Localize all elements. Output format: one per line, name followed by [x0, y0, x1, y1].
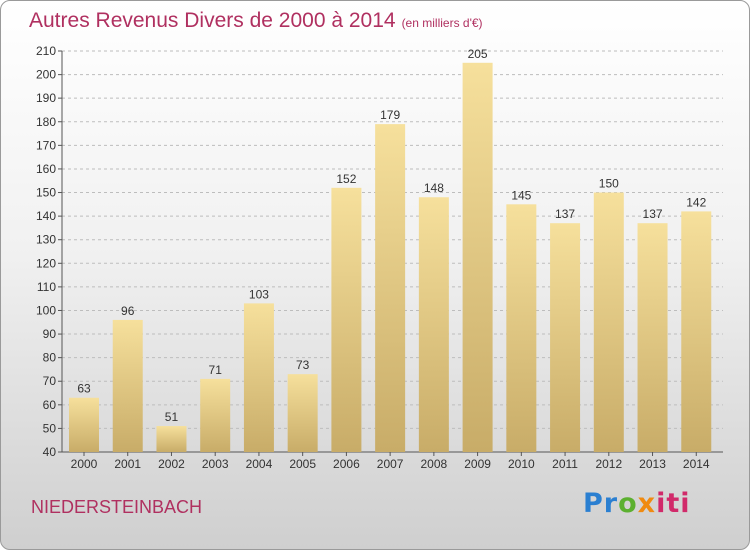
bar [506, 204, 537, 452]
y-tick-label: 200 [36, 68, 56, 82]
y-tick-label: 100 [36, 303, 56, 317]
bar [462, 62, 493, 452]
x-tick-label: 2000 [71, 457, 98, 471]
x-tick-label: 2002 [158, 457, 185, 471]
bar [112, 319, 143, 452]
x-tick-label: 2001 [114, 457, 141, 471]
chart-title: Autres Revenus Divers de 2000 à 2014 (en … [29, 9, 483, 33]
x-tick-label: 2008 [421, 457, 448, 471]
bar-value-label: 150 [599, 177, 619, 191]
y-tick-label: 120 [36, 256, 56, 270]
x-tick-label: 2004 [246, 457, 273, 471]
y-tick-label: 80 [43, 351, 57, 365]
y-tick-label: 50 [43, 421, 57, 435]
x-tick-label: 2003 [202, 457, 229, 471]
bar-value-label: 137 [555, 207, 575, 221]
bar-value-label: 63 [77, 382, 91, 396]
y-tick-label: 70 [43, 374, 57, 388]
bar [681, 211, 712, 452]
x-tick-label: 2014 [683, 457, 710, 471]
chart-title-text: Autres Revenus Divers de 2000 à 2014 [29, 9, 396, 32]
proxiti-logo: Proxiti [583, 488, 691, 519]
bar-value-label: 103 [249, 287, 269, 301]
x-tick-label: 2010 [508, 457, 535, 471]
x-tick-label: 2013 [639, 457, 666, 471]
bar [69, 397, 99, 452]
x-tick-label: 2011 [552, 457, 578, 471]
y-tick-label: 60 [43, 398, 57, 412]
bar [200, 378, 231, 452]
bar [331, 187, 362, 452]
bar [637, 223, 668, 452]
x-tick-label: 2005 [289, 457, 316, 471]
bar [418, 197, 449, 452]
y-tick-label: 140 [36, 209, 56, 223]
y-tick-label: 160 [36, 162, 56, 176]
x-tick-label: 2012 [595, 457, 622, 471]
x-tick-label: 2009 [464, 457, 491, 471]
bar [243, 303, 274, 452]
y-tick-label: 170 [36, 138, 56, 152]
bar-value-label: 96 [121, 304, 135, 318]
y-tick-label: 150 [36, 186, 56, 200]
x-tick-label: 2007 [377, 457, 404, 471]
y-tick-label: 110 [37, 280, 56, 294]
bar [375, 124, 406, 452]
bar-value-label: 137 [643, 207, 663, 221]
y-tick-label: 40 [43, 445, 57, 459]
bar-value-label: 145 [511, 188, 531, 202]
bar-value-label: 71 [209, 363, 223, 377]
bar [156, 426, 187, 452]
y-tick-label: 180 [36, 115, 56, 129]
bar-value-label: 179 [380, 108, 400, 122]
y-tick-label: 130 [36, 233, 56, 247]
bar-value-label: 51 [165, 410, 179, 424]
bar-value-label: 142 [686, 195, 706, 209]
location-label: NIEDERSTEINBACH [31, 497, 203, 517]
y-tick-label: 90 [43, 327, 57, 341]
bar-value-label: 152 [336, 172, 356, 186]
bar-value-label: 148 [424, 181, 444, 195]
bar [550, 223, 581, 452]
chart-unit: (en milliers d'€) [401, 16, 483, 30]
bar [287, 374, 318, 452]
x-tick-label: 2006 [333, 457, 360, 471]
y-tick-label: 210 [36, 44, 56, 58]
bar [593, 192, 624, 452]
y-tick-label: 190 [36, 91, 56, 105]
bar-value-label: 205 [468, 47, 488, 61]
bar-value-label: 73 [296, 358, 310, 372]
